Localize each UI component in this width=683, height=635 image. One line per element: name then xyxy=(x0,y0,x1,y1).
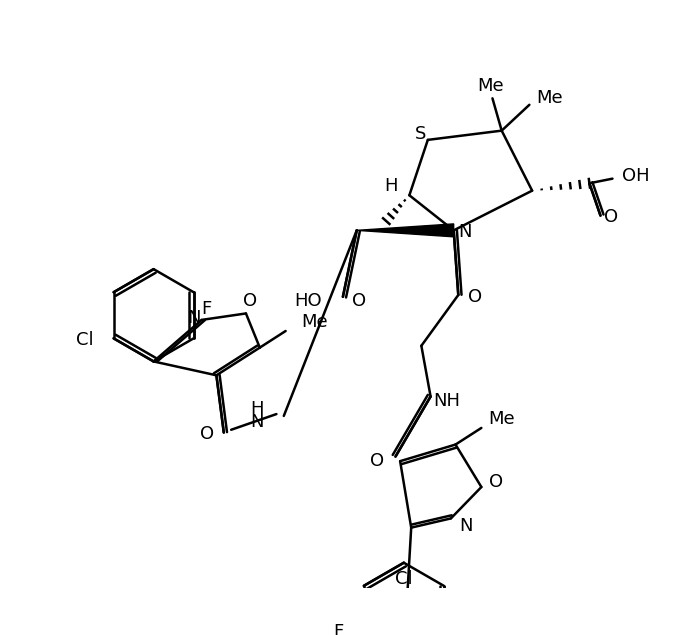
Text: H: H xyxy=(384,177,398,195)
Text: N: N xyxy=(458,223,471,241)
Text: N: N xyxy=(459,517,473,535)
Text: OH: OH xyxy=(622,167,650,185)
Text: N: N xyxy=(251,413,264,431)
Text: Me: Me xyxy=(536,90,563,107)
Text: Me: Me xyxy=(477,77,504,95)
Text: Me: Me xyxy=(301,313,328,331)
Text: S: S xyxy=(415,125,426,144)
Text: F: F xyxy=(333,623,344,635)
Text: O: O xyxy=(200,425,214,443)
Text: O: O xyxy=(489,474,503,491)
Text: HO: HO xyxy=(294,291,322,309)
Text: O: O xyxy=(352,291,367,309)
Text: F: F xyxy=(201,300,211,318)
Text: Cl: Cl xyxy=(76,331,94,349)
Text: O: O xyxy=(370,452,384,470)
Text: NH: NH xyxy=(434,392,461,410)
Text: O: O xyxy=(604,208,619,227)
Text: N: N xyxy=(188,309,201,327)
Text: H: H xyxy=(251,401,264,418)
Polygon shape xyxy=(357,224,454,237)
Text: Cl: Cl xyxy=(395,570,413,589)
Text: O: O xyxy=(242,291,257,309)
Text: O: O xyxy=(468,288,482,306)
Text: Me: Me xyxy=(488,410,515,428)
